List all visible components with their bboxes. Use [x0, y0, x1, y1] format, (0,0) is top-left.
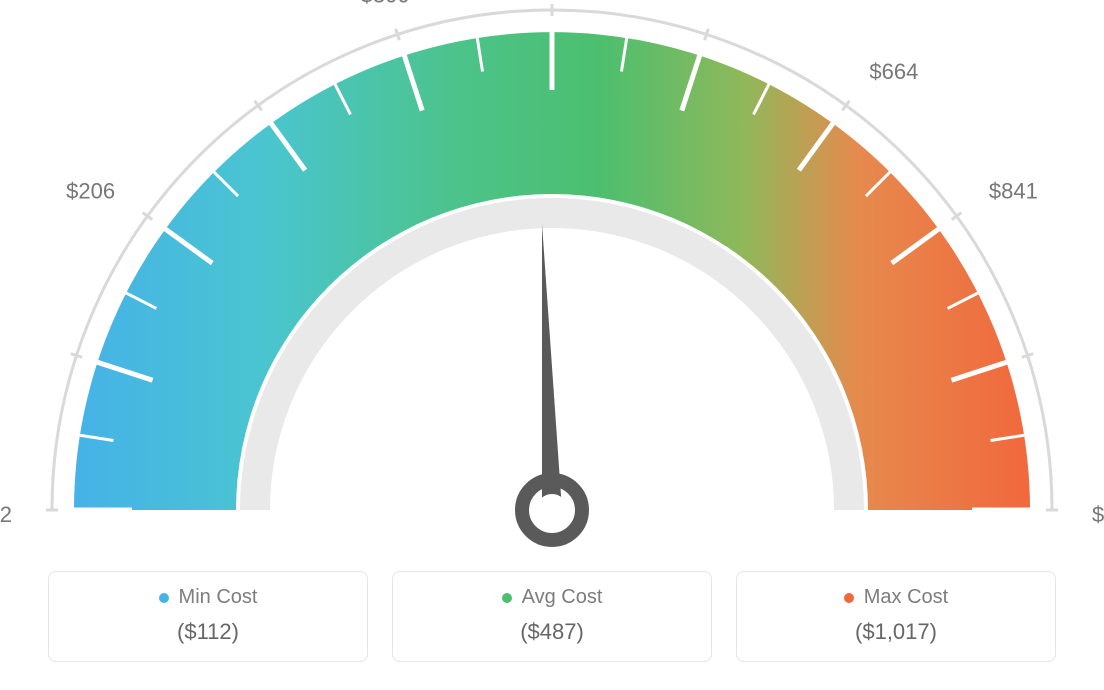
legend-label-min: Min Cost — [179, 586, 258, 609]
legend-value-max: ($1,017) — [855, 619, 937, 645]
legend-top-avg: Avg Cost — [502, 586, 603, 609]
dot-icon-avg — [502, 593, 512, 603]
svg-text:$841: $841 — [989, 178, 1038, 203]
svg-text:$300: $300 — [361, 0, 410, 7]
svg-text:$206: $206 — [66, 178, 115, 203]
legend-card-avg: Avg Cost ($487) — [392, 571, 712, 662]
legend-value-min: ($112) — [177, 619, 239, 645]
dot-icon-max — [844, 593, 854, 603]
legend-row: Min Cost ($112) Avg Cost ($487) Max Cost… — [0, 571, 1104, 662]
legend-top-max: Max Cost — [844, 586, 948, 609]
legend-value-avg: ($487) — [520, 619, 584, 645]
legend-top-min: Min Cost — [159, 586, 258, 609]
legend-card-max: Max Cost ($1,017) — [736, 571, 1056, 662]
legend-label-avg: Avg Cost — [522, 586, 603, 609]
svg-text:$664: $664 — [869, 59, 918, 84]
legend-label-max: Max Cost — [864, 586, 948, 609]
legend-card-min: Min Cost ($112) — [48, 571, 368, 662]
cost-gauge-chart: $112$206$300$487$664$841$1,017 Min Cost … — [0, 0, 1104, 690]
svg-text:$1,017: $1,017 — [1092, 502, 1104, 527]
svg-text:$112: $112 — [0, 502, 12, 527]
dot-icon-min — [159, 593, 169, 603]
